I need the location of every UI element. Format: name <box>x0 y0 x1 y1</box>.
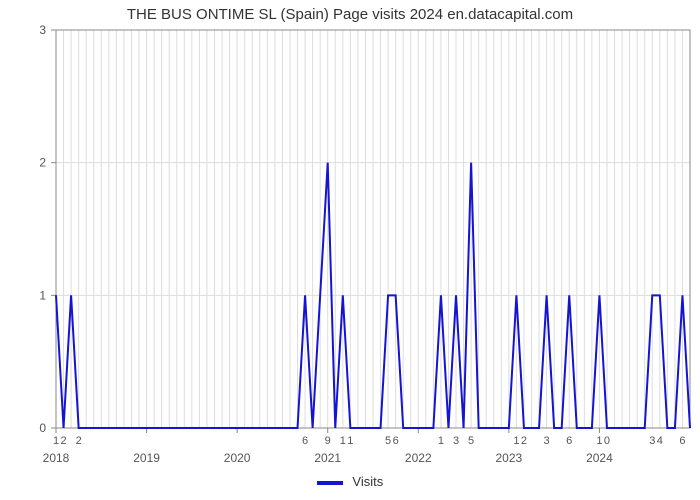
svg-text:0: 0 <box>39 421 46 435</box>
svg-text:2: 2 <box>39 156 46 170</box>
svg-text:6: 6 <box>679 435 685 447</box>
svg-text:1: 1 <box>513 435 519 447</box>
svg-text:2023: 2023 <box>496 451 523 465</box>
svg-text:2: 2 <box>76 435 82 447</box>
svg-text:2: 2 <box>60 435 66 447</box>
svg-text:3: 3 <box>453 435 459 447</box>
svg-text:1: 1 <box>39 288 46 302</box>
svg-text:1: 1 <box>53 435 59 447</box>
svg-text:2: 2 <box>521 435 527 447</box>
svg-text:2021: 2021 <box>314 451 341 465</box>
svg-text:1: 1 <box>438 435 444 447</box>
svg-text:3: 3 <box>544 435 550 447</box>
svg-text:2018: 2018 <box>43 451 70 465</box>
svg-text:6: 6 <box>302 435 308 447</box>
svg-text:3: 3 <box>649 435 655 447</box>
svg-text:2024: 2024 <box>586 451 613 465</box>
svg-text:6: 6 <box>566 435 572 447</box>
svg-text:9: 9 <box>325 435 331 447</box>
svg-text:2020: 2020 <box>224 451 251 465</box>
svg-text:2019: 2019 <box>133 451 160 465</box>
svg-text:5: 5 <box>385 435 391 447</box>
legend: Visits <box>0 474 700 489</box>
svg-text:2022: 2022 <box>405 451 432 465</box>
svg-text:4: 4 <box>657 435 663 447</box>
svg-text:6: 6 <box>393 435 399 447</box>
svg-text:1: 1 <box>347 435 353 447</box>
svg-text:3: 3 <box>39 23 46 37</box>
svg-text:1: 1 <box>596 435 602 447</box>
line-chart: 0123201820192020202120222023202412269115… <box>0 0 700 500</box>
svg-text:0: 0 <box>604 435 610 447</box>
legend-label: Visits <box>352 474 383 489</box>
svg-text:1: 1 <box>340 435 346 447</box>
svg-text:5: 5 <box>468 435 474 447</box>
legend-swatch <box>317 481 343 485</box>
